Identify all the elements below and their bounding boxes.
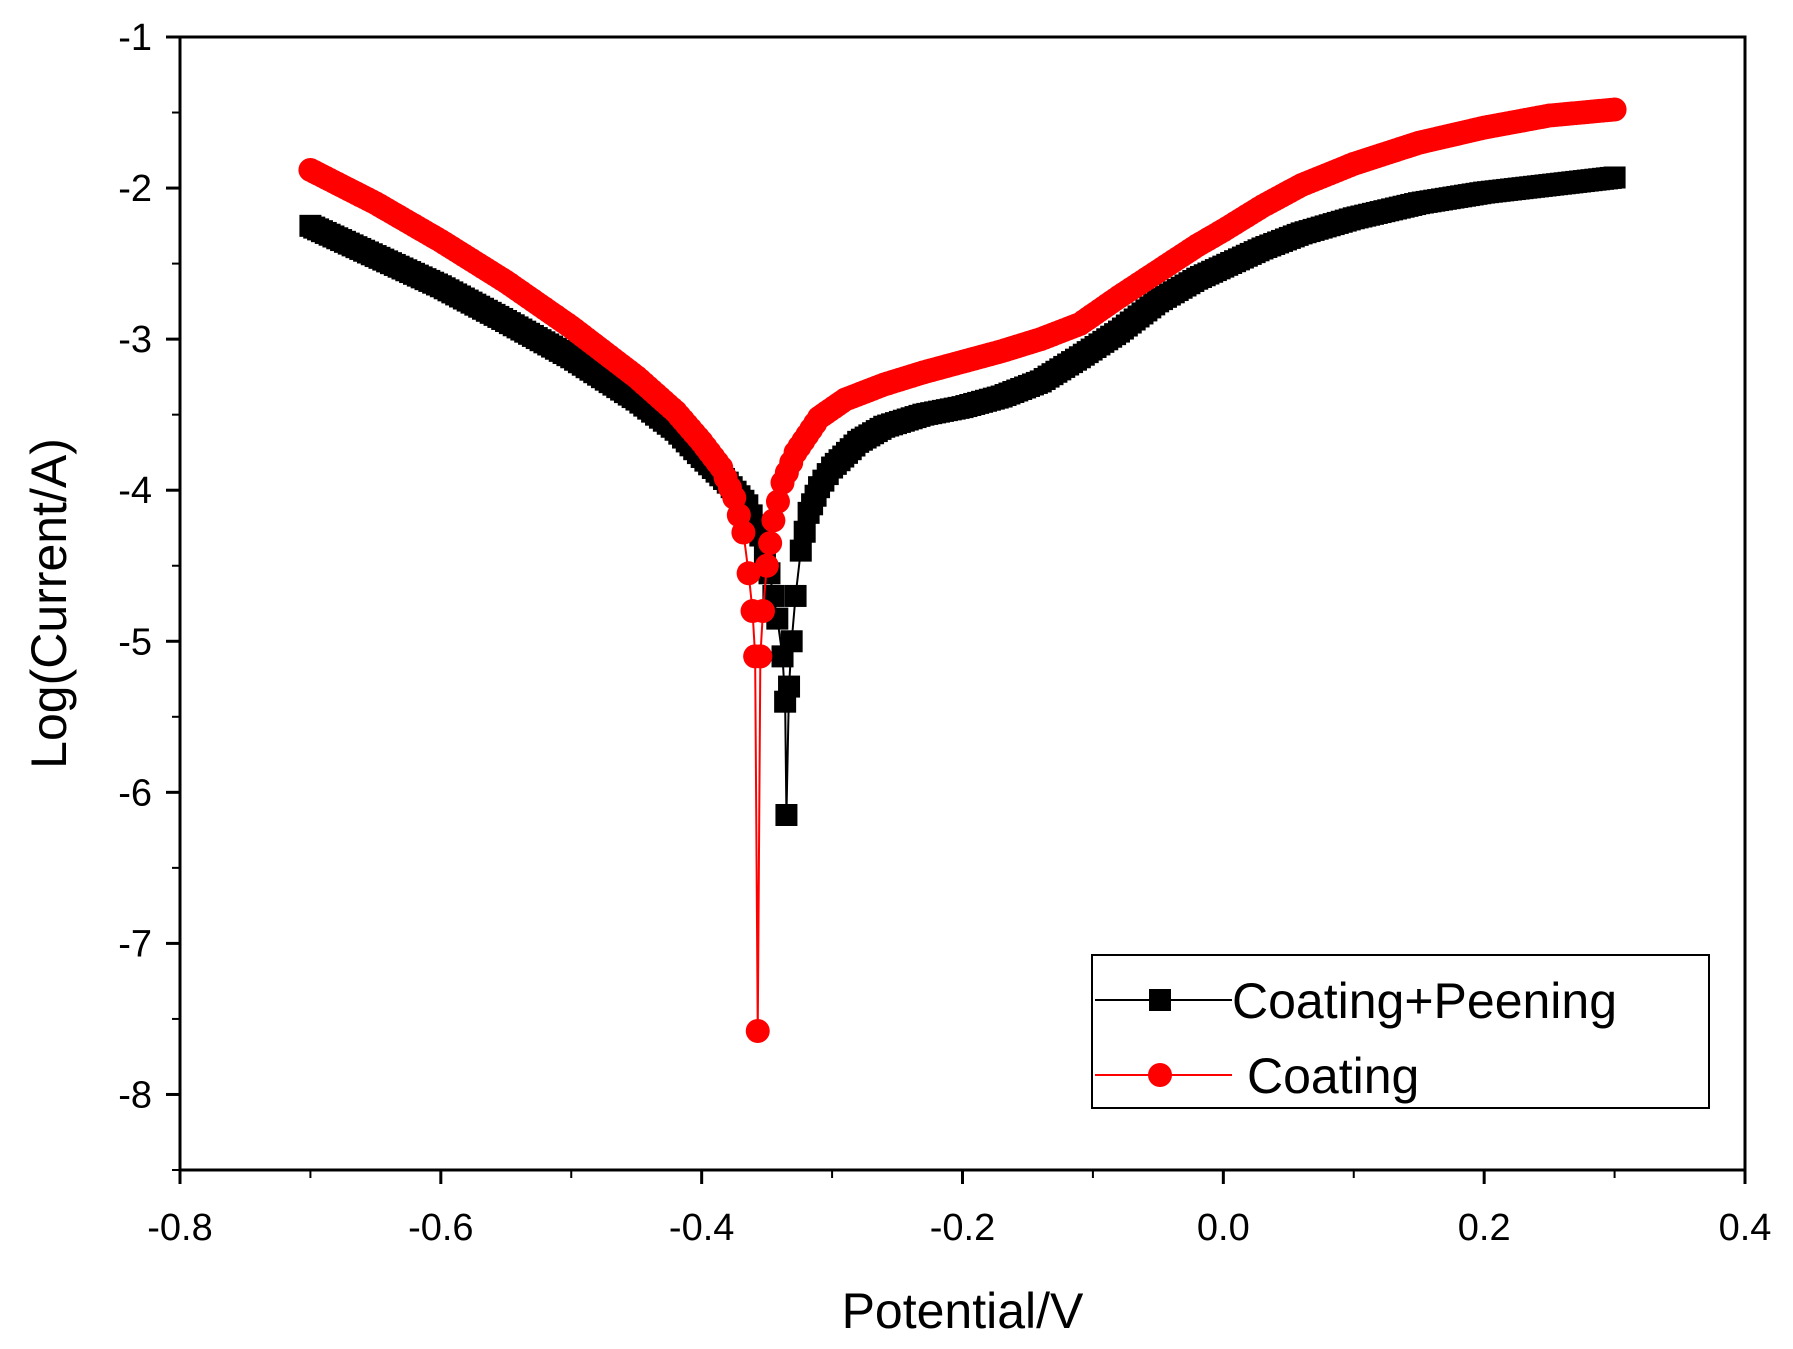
data-point (736, 561, 761, 586)
data-point (745, 1019, 770, 1044)
y-axis-title: Log(Current/A) (21, 438, 77, 769)
y-tick-label: -7 (118, 923, 152, 965)
legend-marker-square (1149, 989, 1171, 1011)
data-point (1603, 166, 1626, 189)
x-axis: -0.8 -0.6 -0.4 -0.2 0.0 0.2 0.4 (147, 1170, 1771, 1249)
y-tick-label: -5 (118, 621, 152, 663)
y-tick-label: -6 (118, 772, 152, 814)
data-point (765, 489, 790, 514)
data-point (793, 520, 816, 543)
legend-marker-circle (1148, 1063, 1172, 1087)
data-point (780, 630, 803, 653)
y-tick-label: -8 (118, 1074, 152, 1116)
y-tick-label: -2 (118, 168, 152, 210)
data-point (1602, 97, 1627, 122)
x-tick-label: 0.0 (1197, 1207, 1250, 1249)
series-line (309, 108, 1615, 1032)
x-tick-label: 0.4 (1719, 1207, 1772, 1249)
data-point (778, 675, 801, 698)
x-tick-label: 0.2 (1458, 1207, 1511, 1249)
legend-box (1091, 954, 1710, 1109)
legend-label-coating-peening: Coating+Peening (1232, 973, 1617, 1029)
legend-label-coating: Coating (1247, 1048, 1419, 1104)
y-tick-label: -4 (118, 470, 152, 512)
y-tick-label: -1 (118, 17, 152, 59)
data-point (758, 531, 783, 556)
x-tick-label: -0.2 (930, 1207, 995, 1249)
data-point (761, 508, 786, 533)
y-tick-label: -3 (118, 319, 152, 361)
x-axis-title: Potential/V (842, 1283, 1084, 1339)
data-point (784, 584, 807, 607)
data-point (789, 539, 812, 562)
data-point (731, 520, 756, 545)
data-point (754, 553, 779, 578)
x-tick-label: -0.4 (669, 1207, 734, 1249)
data-point (775, 803, 798, 826)
y-axis: -1 -2 -3 -4 -5 -6 -7 -8 (118, 17, 180, 1171)
legend: Coating+Peening Coating (1091, 954, 1710, 1109)
x-tick-label: -0.6 (408, 1207, 473, 1249)
x-tick-label: -0.8 (147, 1207, 212, 1249)
data-point (750, 599, 775, 624)
data-point (748, 644, 773, 669)
series-layer (298, 97, 1627, 1044)
series-coating (298, 97, 1627, 1044)
